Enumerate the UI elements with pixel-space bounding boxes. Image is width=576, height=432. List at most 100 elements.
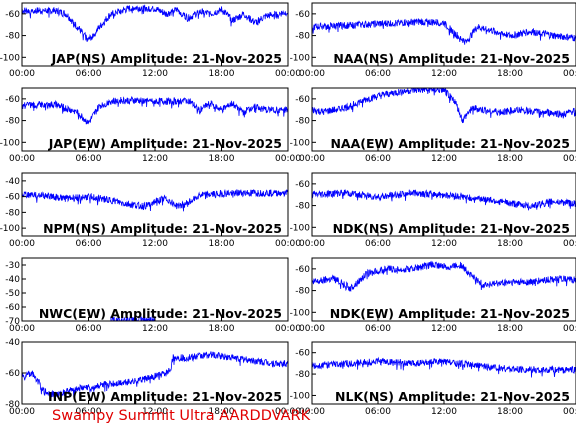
- x-tick-label: 00:00: [563, 154, 576, 164]
- x-tick-label: 12:00: [142, 407, 168, 417]
- x-tick-label: 00:00: [299, 407, 325, 417]
- y-tick-label: -60: [295, 265, 310, 275]
- x-tick-label: 12:00: [142, 324, 168, 334]
- x-tick-label: 06:00: [76, 407, 102, 417]
- panel-title: NPM(NS) Amplitude: 21-Nov-2025: [43, 221, 282, 236]
- x-tick-label: 12:00: [431, 69, 457, 79]
- amplitude-trace-5: [22, 188, 288, 212]
- x-tick-label: 00:00: [299, 324, 325, 334]
- x-tick-label: 18:00: [497, 69, 523, 79]
- x-tick-label: 06:00: [76, 69, 102, 79]
- x-tick-label: 18:00: [209, 154, 235, 164]
- y-tick-label: -60: [5, 303, 20, 313]
- y-tick-label: -80: [5, 117, 20, 127]
- x-tick-label: 18:00: [209, 239, 235, 249]
- amplitude-trace-4: [312, 88, 576, 124]
- x-tick-label: 00:00: [275, 69, 301, 79]
- y-tick-label: -100: [290, 138, 311, 148]
- x-tick-label: 12:00: [142, 69, 168, 79]
- plot-panel-2: -60 -80 -100 00:00 06:00 12:00 18:00 00:00 NAA(N…: [290, 2, 576, 79]
- panel-title: NAA(NS) Amplitude: 21-Nov-2025: [333, 51, 570, 66]
- y-tick-label: -100: [290, 53, 311, 63]
- x-tick-label: 06:00: [365, 407, 391, 417]
- y-tick-label: -60: [5, 193, 20, 203]
- x-tick-label: 18:00: [497, 239, 523, 249]
- plot-panel-5: -40 -60 -80 -100 00:00 06:00 12:00 18:00 00:00 NP…: [0, 172, 301, 249]
- y-tick-label: -80: [295, 287, 310, 297]
- y-tick-label: -60: [295, 180, 310, 190]
- y-tick-label: -60: [295, 349, 310, 359]
- y-tick-label: -100: [0, 224, 20, 234]
- x-tick-label: 00:00: [275, 239, 301, 249]
- panel-title: NLK(NS) Amplitude: 21-Nov-2025: [335, 389, 570, 404]
- plot-panel-4: -60 -80 -100 00:00 06:00 12:00 18:00 00:00 NAA(E…: [290, 87, 576, 164]
- x-tick-label: 18:00: [209, 69, 235, 79]
- y-tick-label: -100: [290, 308, 311, 318]
- y-tick-label: -100: [0, 138, 20, 148]
- x-tick-label: 12:00: [431, 154, 457, 164]
- x-tick-label: 06:00: [365, 154, 391, 164]
- plot-panel-3: -60 -80 -100 00:00 06:00 12:00 18:00 00:00 JAP(E…: [0, 87, 301, 164]
- x-tick-label: 06:00: [76, 324, 102, 334]
- x-tick-label: 00:00: [9, 69, 35, 79]
- x-tick-label: 00:00: [9, 154, 35, 164]
- y-tick-label: -60: [5, 95, 20, 105]
- panel-title: NAA(EW) Amplitude: 21-Nov-2025: [330, 136, 570, 151]
- x-tick-label: 00:00: [299, 154, 325, 164]
- y-tick-label: -40: [5, 275, 20, 285]
- panel-title: NWC(EW) Amplitude: 21-Nov-2025: [39, 306, 282, 321]
- plot-panel-1: -60 -80 -100 00:00 06:00 12:00 18:00 00:00 JAP(N…: [0, 2, 301, 79]
- amplitude-trace-1: [22, 4, 288, 42]
- x-tick-label: 06:00: [365, 324, 391, 334]
- y-tick-label: -30: [5, 261, 20, 271]
- panel-title: JAP(EW) Amplitude: 21-Nov-2025: [48, 136, 282, 151]
- y-tick-label: -60: [5, 369, 20, 379]
- y-tick-label: -80: [295, 202, 310, 212]
- x-tick-label: 18:00: [209, 324, 235, 334]
- x-tick-label: 00:00: [563, 324, 576, 334]
- y-tick-label: -80: [5, 32, 20, 42]
- x-tick-label: 18:00: [497, 407, 523, 417]
- amplitude-trace-2: [312, 18, 576, 45]
- x-tick-label: 00:00: [299, 69, 325, 79]
- y-tick-label: -60: [5, 10, 20, 20]
- x-tick-label: 06:00: [76, 154, 102, 164]
- y-tick-label: -50: [5, 289, 20, 299]
- y-tick-label: -100: [0, 53, 20, 63]
- amplitude-trace-10: [312, 356, 576, 378]
- x-tick-label: 00:00: [9, 407, 35, 417]
- panel-title: NDK(EW) Amplitude: 21-Nov-2025: [330, 306, 570, 321]
- panel-title: NDK(NS) Amplitude: 21-Nov-2025: [333, 221, 570, 236]
- y-tick-label: -100: [290, 223, 311, 233]
- x-tick-label: 00:00: [275, 154, 301, 164]
- plot-panel-10: -60 -80 -100 00:00 06:00 12:00 18:00 00:00 NLK(N…: [290, 341, 576, 417]
- panel-title: INP(EW) Amplitude: 21-Nov-2025: [48, 389, 282, 404]
- panel-title: JAP(NS) Amplitude: 21-Nov-2025: [51, 51, 282, 66]
- x-tick-label: 18:00: [497, 154, 523, 164]
- x-tick-label: 00:00: [9, 324, 35, 334]
- x-tick-label: 06:00: [365, 239, 391, 249]
- x-tick-label: 00:00: [9, 239, 35, 249]
- x-tick-label: 00:00: [563, 69, 576, 79]
- x-tick-label: 12:00: [431, 324, 457, 334]
- y-tick-label: -60: [295, 10, 310, 20]
- x-tick-label: 12:00: [142, 154, 168, 164]
- y-tick-label: -80: [295, 370, 310, 380]
- plot-panel-6: -60 -80 -100 00:00 06:00 12:00 18:00 00:00 NDK(N…: [290, 172, 576, 249]
- y-tick-label: -80: [295, 32, 310, 42]
- x-tick-label: 18:00: [209, 407, 235, 417]
- x-tick-label: 12:00: [142, 239, 168, 249]
- y-tick-label: -60: [295, 95, 310, 105]
- x-tick-label: 18:00: [497, 324, 523, 334]
- y-tick-label: -40: [5, 338, 20, 348]
- plot-panel-8: -60 -80 -100 00:00 06:00 12:00 18:00 00:00 NDK(E…: [290, 257, 576, 334]
- x-tick-label: 00:00: [275, 407, 301, 417]
- x-tick-label: 06:00: [365, 69, 391, 79]
- x-tick-label: 12:00: [431, 407, 457, 417]
- y-tick-label: -100: [290, 391, 311, 401]
- x-tick-label: 00:00: [563, 239, 576, 249]
- y-tick-label: -80: [5, 208, 20, 218]
